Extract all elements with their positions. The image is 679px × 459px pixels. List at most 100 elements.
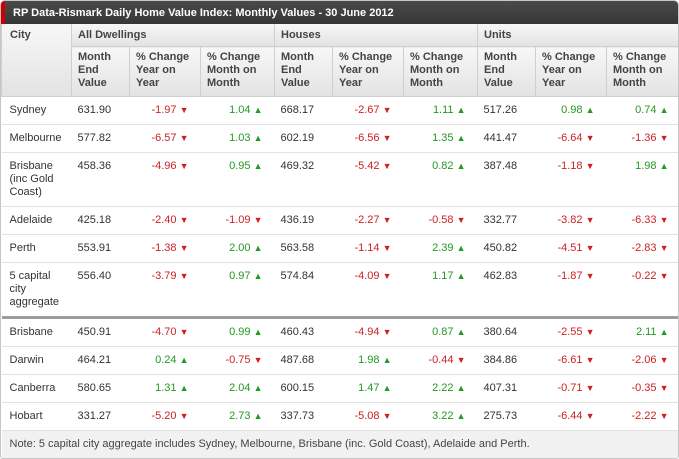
houses-month-end-value-cell: 337.73 xyxy=(274,402,333,431)
city-cell: Brisbane (inc Gold Coast) xyxy=(1,152,72,207)
column-group-all-dwellings: All Dwellings xyxy=(71,24,275,47)
table-footer: Note: 5 capital city aggregate includes … xyxy=(1,430,678,458)
title-bar: RP Data-Rismark Daily Home Value Index: … xyxy=(1,1,678,24)
all-month-end-value-cell: 553.91 xyxy=(71,234,130,263)
units-mom-change-cell: -1.36 ▼ xyxy=(606,124,678,153)
down-arrow-icon: ▼ xyxy=(585,411,595,421)
city-cell: 5 capital city aggregate xyxy=(1,262,72,318)
up-arrow-icon: ▲ xyxy=(659,161,669,171)
down-arrow-icon: ▼ xyxy=(585,215,595,225)
units-month-end-value-cell: 387.48 xyxy=(477,152,536,207)
change-value: -4.94 xyxy=(354,326,383,338)
all-mom-change-cell: -1.09 ▼ xyxy=(200,206,275,235)
down-arrow-icon: ▼ xyxy=(253,215,263,225)
table-row: Brisbane 450.91 -4.70 ▼ 0.99 ▲ 460.43 -4.94 ▼… xyxy=(1,316,678,347)
up-arrow-icon: ▲ xyxy=(253,383,263,393)
units-yoy-change-cell: 0.98 ▲ xyxy=(535,96,607,125)
change-value: -5.20 xyxy=(151,410,180,422)
units-yoy-change-cell: -6.44 ▼ xyxy=(535,402,607,431)
down-arrow-icon: ▼ xyxy=(659,133,669,143)
table-header: City All Dwellings Houses Units Month En… xyxy=(1,24,678,97)
up-arrow-icon: ▲ xyxy=(659,105,669,115)
table-body: Sydney 631.90 -1.97 ▼ 1.04 ▲ 668.17 -2.67 ▼ 1.… xyxy=(1,96,678,431)
table-row: Hobart 331.27 -5.20 ▼ 2.73 ▲ 337.73 -5.08 ▼ 3.… xyxy=(1,402,678,431)
down-arrow-icon: ▼ xyxy=(382,411,392,421)
change-value: -3.82 xyxy=(557,214,586,226)
table-row: Canberra 580.65 1.31 ▲ 2.04 ▲ 600.15 1.47 ▲ 2.… xyxy=(1,374,678,403)
down-arrow-icon: ▼ xyxy=(585,355,595,365)
all-mom-change-cell: 2.04 ▲ xyxy=(200,374,275,403)
units-yoy-change-cell: -2.55 ▼ xyxy=(535,316,607,347)
houses-mom-change-cell: 3.22 ▲ xyxy=(403,402,478,431)
change-value: -3.79 xyxy=(151,270,180,282)
units-mom-change-cell: -2.22 ▼ xyxy=(606,402,678,431)
change-value: -4.51 xyxy=(557,242,586,254)
down-arrow-icon: ▼ xyxy=(382,161,392,171)
city-cell: Hobart xyxy=(1,402,72,431)
change-value: 2.73 xyxy=(229,410,254,422)
change-value: 0.99 xyxy=(229,326,254,338)
down-arrow-icon: ▼ xyxy=(456,215,466,225)
all-yoy-change-cell: -2.40 ▼ xyxy=(129,206,201,235)
units-yoy-change-cell: -1.18 ▼ xyxy=(535,152,607,207)
change-value: -6.33 xyxy=(631,214,660,226)
change-value: -4.09 xyxy=(354,270,383,282)
down-arrow-icon: ▼ xyxy=(659,215,669,225)
houses-mom-change-cell: 1.17 ▲ xyxy=(403,262,478,318)
all-month-end-value-cell: 631.90 xyxy=(71,96,130,125)
column-header-city: City xyxy=(1,24,72,97)
down-arrow-icon: ▼ xyxy=(179,271,189,281)
column-header-units-change-yoy: % Change Year on Year xyxy=(535,46,608,97)
sub-header-row: Month End Value % Change Year on Year % … xyxy=(2,46,678,97)
units-yoy-change-cell: -4.51 ▼ xyxy=(535,234,607,263)
down-arrow-icon: ▼ xyxy=(382,215,392,225)
houses-mom-change-cell: 0.82 ▲ xyxy=(403,152,478,207)
all-yoy-change-cell: -4.96 ▼ xyxy=(129,152,201,207)
change-value: 1.17 xyxy=(432,270,457,282)
houses-month-end-value-cell: 487.68 xyxy=(274,346,333,375)
change-value: -0.58 xyxy=(428,214,457,226)
units-month-end-value-cell: 462.83 xyxy=(477,262,536,318)
change-value: 0.95 xyxy=(229,160,254,172)
all-month-end-value-cell: 450.91 xyxy=(71,316,130,347)
all-mom-change-cell: 0.97 ▲ xyxy=(200,262,275,318)
houses-month-end-value-cell: 460.43 xyxy=(274,316,333,347)
column-header-units-change-mom: % Change Month on Month xyxy=(606,46,678,97)
up-arrow-icon: ▲ xyxy=(253,271,263,281)
group-header-row: City All Dwellings Houses Units xyxy=(1,24,678,97)
change-value: 1.35 xyxy=(432,132,457,144)
city-cell: Adelaide xyxy=(1,206,72,235)
home-value-index-table: City All Dwellings Houses Units Month En… xyxy=(1,24,678,458)
change-value: -1.09 xyxy=(225,214,254,226)
all-month-end-value-cell: 331.27 xyxy=(71,402,130,431)
units-yoy-change-cell: -1.87 ▼ xyxy=(535,262,607,318)
change-value: -0.71 xyxy=(557,382,586,394)
down-arrow-icon: ▼ xyxy=(179,411,189,421)
change-value: -6.64 xyxy=(557,132,586,144)
up-arrow-icon: ▲ xyxy=(253,161,263,171)
down-arrow-icon: ▼ xyxy=(659,243,669,253)
up-arrow-icon: ▲ xyxy=(456,327,466,337)
column-header-houses-change-yoy: % Change Year on Year xyxy=(332,46,404,97)
change-value: -0.22 xyxy=(631,270,660,282)
up-arrow-icon: ▲ xyxy=(456,243,466,253)
houses-mom-change-cell: 2.39 ▲ xyxy=(403,234,478,263)
down-arrow-icon: ▼ xyxy=(382,271,392,281)
column-header-houses-month-end-value: Month End Value xyxy=(274,46,333,97)
houses-yoy-change-cell: -5.08 ▼ xyxy=(332,402,404,431)
up-arrow-icon: ▲ xyxy=(659,327,669,337)
city-cell: Brisbane xyxy=(1,316,72,347)
houses-yoy-change-cell: -2.67 ▼ xyxy=(332,96,404,125)
change-value: 0.87 xyxy=(432,326,457,338)
table-row: Adelaide 425.18 -2.40 ▼ -1.09 ▼ 436.19 -2.27 … xyxy=(1,206,678,235)
houses-yoy-change-cell: 1.98 ▲ xyxy=(332,346,404,375)
column-group-units: Units xyxy=(477,24,678,47)
change-value: 0.74 xyxy=(635,104,660,116)
units-mom-change-cell: -6.33 ▼ xyxy=(606,206,678,235)
change-value: -1.18 xyxy=(557,160,586,172)
column-header-houses-change-mom: % Change Month on Month xyxy=(402,46,479,97)
up-arrow-icon: ▲ xyxy=(253,133,263,143)
change-value: -2.67 xyxy=(354,104,383,116)
units-yoy-change-cell: -0.71 ▼ xyxy=(535,374,607,403)
change-value: 1.98 xyxy=(635,160,660,172)
